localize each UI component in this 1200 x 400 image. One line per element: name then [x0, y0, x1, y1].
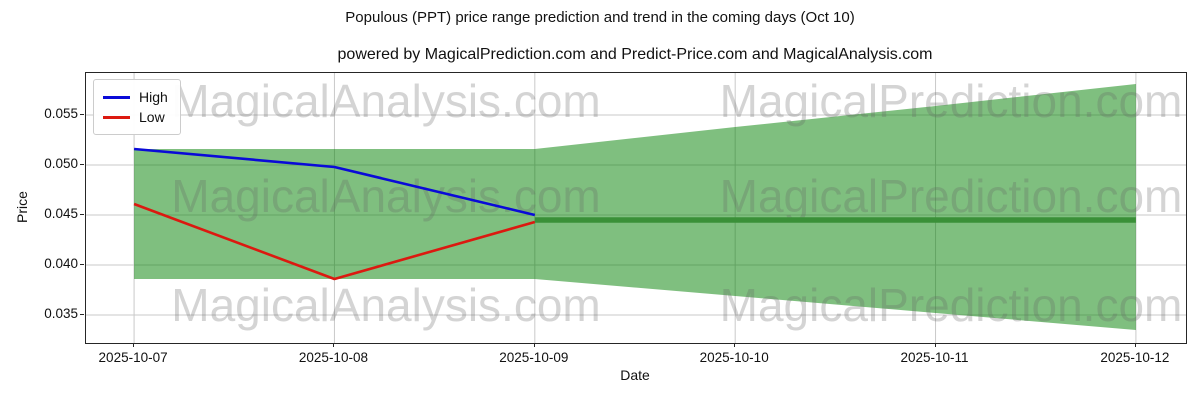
plot-area: MagicalAnalysis.com MagicalPrediction.com… [85, 72, 1187, 344]
y-tick-label: 0.055 [44, 106, 78, 121]
watermark-text: MagicalPrediction.com [720, 279, 1183, 331]
y-tick-label: 0.035 [44, 306, 78, 321]
y-tick-label: 0.050 [44, 156, 78, 171]
low-line [133, 202, 536, 281]
y-tick-mark [80, 114, 84, 115]
x-tick-mark [533, 343, 535, 347]
x-tick-label: 2025-10-08 [298, 350, 368, 365]
x-tick-label: 2025-10-12 [1100, 350, 1170, 365]
legend: High Low [93, 79, 181, 135]
x-tick-label: 2025-10-11 [900, 350, 969, 365]
y-tick-mark [80, 314, 84, 315]
y-tick-mark [80, 164, 84, 165]
x-tick-label: 2025-10-10 [699, 350, 769, 365]
x-tick-mark [934, 343, 936, 347]
prediction-band [134, 84, 1136, 330]
y-tick-label: 0.040 [44, 256, 78, 271]
y-tick-label: 0.045 [44, 206, 78, 221]
legend-label-high: High [139, 89, 168, 105]
x-tick-mark [333, 343, 335, 347]
x-tick-label: 2025-10-07 [98, 350, 168, 365]
chart-title: Populous (PPT) price range prediction an… [345, 9, 855, 26]
x-tick-label: 2025-10-09 [499, 350, 569, 365]
chart-canvas: MagicalAnalysis.com MagicalPrediction.com… [86, 73, 1186, 343]
y-tick-mark [80, 264, 84, 265]
x-tick-mark [1134, 343, 1136, 347]
watermark-text: MagicalAnalysis.com [171, 75, 600, 127]
x-tick-mark [133, 343, 135, 347]
watermark-text: MagicalPrediction.com [720, 75, 1183, 127]
high-line [133, 147, 536, 217]
chart-subtitle: powered by MagicalPrediction.com and Pre… [337, 46, 933, 63]
y-tick-mark [80, 214, 84, 215]
high-line-swatch [103, 95, 130, 99]
x-tick-mark [734, 343, 736, 347]
legend-label-low: Low [139, 109, 165, 125]
x-axis-label: Date [620, 367, 650, 383]
legend-item-low: Low [103, 107, 168, 127]
watermark-text: MagicalAnalysis.com [171, 170, 600, 222]
legend-item-high: High [103, 87, 168, 107]
watermark-text: MagicalPrediction.com [720, 170, 1183, 222]
watermark-text: MagicalAnalysis.com [171, 279, 600, 331]
low-line-swatch [103, 115, 130, 119]
